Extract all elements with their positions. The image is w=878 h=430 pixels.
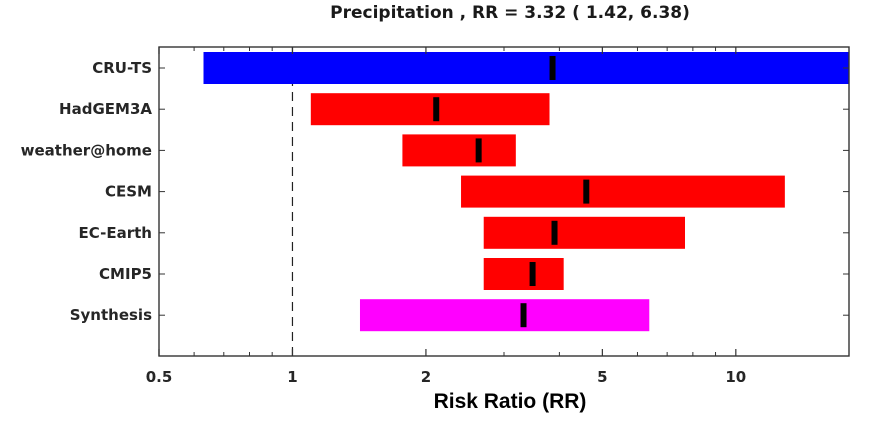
best-estimate-marker-ec-earth — [551, 220, 558, 245]
x-tick-label: 5 — [597, 368, 607, 386]
range-bar-cesm — [461, 175, 785, 208]
range-bar-synthesis — [359, 299, 650, 332]
best-estimate-marker-cru-ts — [549, 56, 556, 80]
chart-title: Precipitation , RR = 3.32 ( 1.42, 6.38) — [330, 3, 690, 23]
y-tick-label: EC-Earth — [79, 224, 152, 242]
x-axis-label: Risk Ratio (RR) — [434, 390, 587, 413]
best-estimate-marker-cesm — [583, 179, 590, 204]
range-bar-cmip5 — [483, 258, 564, 290]
best-estimate-marker-weather-home — [475, 138, 482, 163]
range-bar-ec-earth — [483, 216, 685, 249]
y-tick-label: weather@home — [21, 141, 152, 159]
best-estimate-marker-cmip5 — [529, 262, 536, 286]
best-estimate-marker-synthesis — [520, 303, 527, 328]
y-tick-label: Synthesis — [70, 306, 152, 324]
range-bar-hadgem3a — [310, 93, 550, 126]
range-bar-cru-ts — [203, 52, 850, 84]
y-tick-label: CMIP5 — [99, 265, 152, 283]
range-bar-weather-home — [402, 134, 516, 167]
x-tick-label: 10 — [725, 368, 746, 386]
best-estimate-marker-hadgem3a — [433, 97, 440, 122]
x-tick-label: 0.5 — [146, 368, 173, 386]
x-tick-label: 1 — [287, 368, 297, 386]
y-tick-label: CESM — [105, 183, 152, 201]
y-tick-label: CRU-TS — [92, 59, 152, 77]
y-tick-label: HadGEM3A — [59, 100, 152, 118]
plot-area: CRU-TS HadGEM3A weather@home CESM EC-Earth CM… — [21, 46, 850, 386]
x-tick-label: 2 — [421, 368, 431, 386]
